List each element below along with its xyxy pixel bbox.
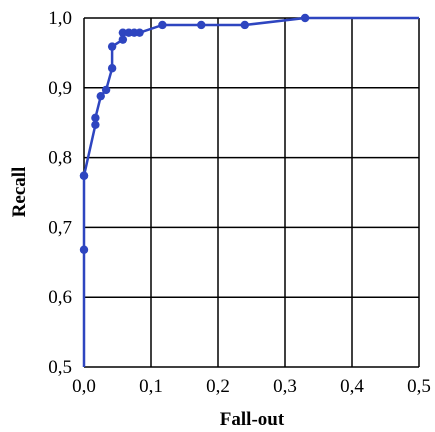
y-tick-label: 0,8 — [48, 148, 72, 169]
x-axis-title: Fall-out — [220, 409, 285, 430]
data-point — [107, 42, 117, 51]
y-tick-label: 0,5 — [48, 357, 72, 378]
x-tick-label: 0,0 — [72, 376, 96, 397]
data-point — [118, 35, 128, 44]
grid-lines — [83, 17, 420, 368]
tick-labels: 0,0 0,1 0,2 0,3 0,4 0,5 0,5 0,6 0,7 0,8 0,9 1,0 — [48, 8, 431, 397]
y-axis-title: Recall — [9, 167, 30, 218]
x-tick-label: 0,1 — [139, 376, 163, 397]
x-tick-label: 0,4 — [340, 376, 364, 397]
data-point — [96, 91, 105, 101]
data-point — [135, 28, 144, 37]
data-point — [118, 28, 128, 37]
data-point — [107, 64, 117, 73]
x-tick-label: 0,3 — [273, 376, 297, 397]
data-point — [91, 113, 100, 123]
series-layer — [79, 13, 419, 367]
y-tick-label: 1,0 — [48, 8, 72, 29]
y-tick-label: 0,9 — [48, 78, 72, 99]
data-point — [300, 13, 310, 23]
y-tick-label: 0,6 — [48, 287, 72, 308]
x-tick-label: 0,2 — [206, 376, 230, 397]
data-point — [240, 20, 249, 30]
x-tick-label: 0,5 — [407, 376, 431, 397]
data-point — [197, 20, 206, 30]
data-point — [158, 20, 167, 30]
data-point — [91, 120, 100, 129]
data-point — [101, 85, 111, 95]
data-point — [79, 171, 89, 180]
y-tick-label: 0,7 — [48, 217, 72, 238]
data-point — [79, 245, 89, 254]
